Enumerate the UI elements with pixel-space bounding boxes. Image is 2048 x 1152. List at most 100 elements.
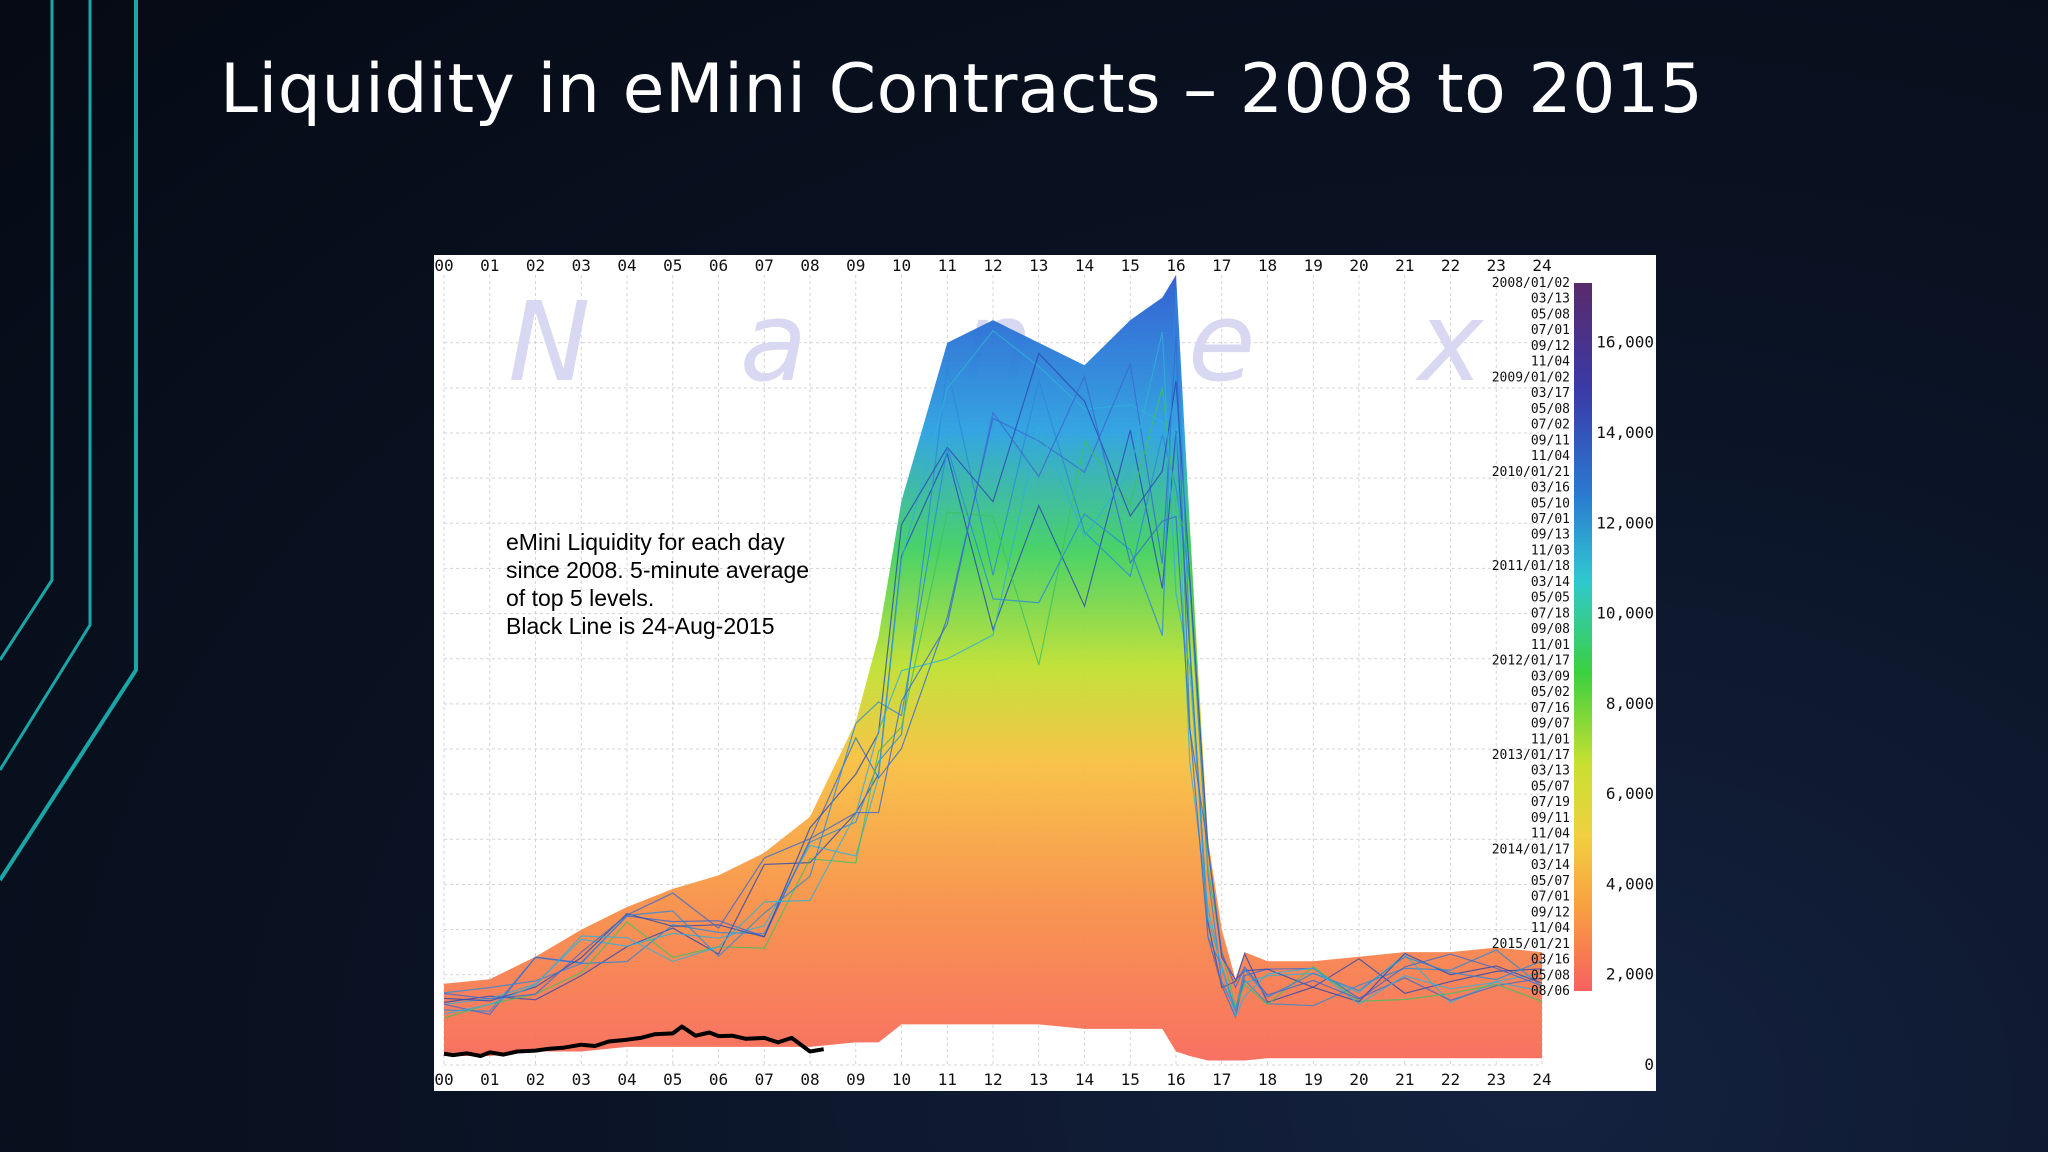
colorbar-date-label: 05/10 (1531, 496, 1570, 511)
y-tick-label: 12,000 (1596, 513, 1654, 532)
series-24-aug-2015 (443, 1024, 825, 1058)
x-tick-label-top: 13 (1029, 256, 1048, 275)
x-tick-label-top: 22 (1441, 256, 1460, 275)
x-tick-label-bottom: 03 (572, 1070, 591, 1089)
colorbar-date-label: 11/01 (1531, 732, 1570, 747)
colorbar-date-label: 07/02 (1531, 418, 1570, 433)
x-tick-label-bottom: 19 (1304, 1070, 1323, 1089)
colorbar-date-label: 03/16 (1531, 953, 1570, 968)
colorbar-date-label: 07/18 (1531, 606, 1570, 621)
x-tick-label-top: 00 (434, 256, 453, 275)
plot-area (443, 275, 1542, 1061)
y-tick-label: 14,000 (1596, 423, 1654, 442)
annotation-line: of top 5 levels. (506, 585, 654, 611)
colorbar-date-label: 07/19 (1531, 795, 1570, 810)
colorbar-date-label: 2008/01/02 (1492, 276, 1570, 291)
y-tick-label: 0 (1644, 1055, 1654, 1074)
x-tick-label-bottom: 14 (1075, 1070, 1094, 1089)
colorbar-date-label: 07/16 (1531, 701, 1570, 716)
x-tick-label-bottom: 17 (1212, 1070, 1231, 1089)
chart-panel: Nanex 0000010102020303040405050606070708… (434, 255, 1656, 1091)
colorbar-date-label: 05/08 (1531, 307, 1570, 322)
colorbar-date-label: 03/17 (1531, 386, 1570, 401)
x-tick-label-top: 17 (1212, 256, 1231, 275)
y-tick-label: 16,000 (1596, 333, 1654, 352)
x-tick-label-top: 03 (572, 256, 591, 275)
x-tick-label-bottom: 24 (1532, 1070, 1551, 1089)
colorbar-date-label: 03/13 (1531, 764, 1570, 779)
colorbar-date-label: 05/08 (1531, 402, 1570, 417)
colorbar-date-label: 09/11 (1531, 433, 1570, 448)
y-tick-label: 2,000 (1606, 965, 1654, 984)
x-tick-label-top: 24 (1532, 256, 1551, 275)
x-tick-label-bottom: 01 (480, 1070, 499, 1089)
x-tick-label-top: 19 (1304, 256, 1323, 275)
colorbar-date-label: 09/12 (1531, 905, 1570, 920)
y-tick-label: 6,000 (1606, 784, 1654, 803)
x-tick-label-bottom: 12 (983, 1070, 1002, 1089)
daily-series-line (443, 374, 1542, 1000)
colorbar-date-label: 08/06 (1531, 984, 1570, 999)
colorbar-date-label: 05/02 (1531, 685, 1570, 700)
x-tick-label-top: 14 (1075, 256, 1094, 275)
x-tick-label-bottom: 05 (663, 1070, 682, 1089)
watermark-letter: e (1188, 278, 1256, 406)
x-tick-label-bottom: 11 (938, 1070, 957, 1089)
colorbar-date-label: 09/07 (1531, 717, 1570, 732)
x-tick-label-bottom: 21 (1395, 1070, 1414, 1089)
colorbar-date-label: 11/04 (1531, 355, 1570, 370)
x-tick-label-bottom: 20 (1349, 1070, 1368, 1089)
x-tick-label-bottom: 16 (1166, 1070, 1185, 1089)
x-tick-label-top: 12 (983, 256, 1002, 275)
watermark-letter: N (508, 278, 590, 406)
watermark-letter: x (1415, 278, 1485, 406)
x-tick-label-top: 10 (892, 256, 911, 275)
x-tick-label-top: 04 (617, 256, 636, 275)
daily-series-line (443, 289, 1542, 1014)
colorbar-date-label: 03/14 (1531, 575, 1570, 590)
x-tick-label-top: 07 (755, 256, 774, 275)
colorbar-date-label: 09/08 (1531, 622, 1570, 637)
y-tick-label: 10,000 (1596, 604, 1654, 623)
x-tick-label-bottom: 22 (1441, 1070, 1460, 1089)
colorbar-date-label: 07/01 (1531, 512, 1570, 527)
x-tick-label-top: 23 (1487, 256, 1506, 275)
colorbar-date-label: 03/09 (1531, 669, 1570, 684)
colorbar-date-label: 03/16 (1531, 481, 1570, 496)
x-tick-label-top: 18 (1258, 256, 1277, 275)
colorbar-date-label: 2015/01/21 (1492, 937, 1570, 952)
colorbar-date-label: 09/13 (1531, 528, 1570, 543)
y-tick-label: 8,000 (1606, 694, 1654, 713)
x-tick-label-top: 21 (1395, 256, 1414, 275)
colorbar-date-label: 11/01 (1531, 638, 1570, 653)
x-tick-label-bottom: 00 (434, 1070, 453, 1089)
x-axis-ticks: 00 00 01 01 02 02 03 03 04 04 05 05 06 06 07 07 08 08 09 09… (434, 256, 1551, 1089)
colorbar-date-label: 11/03 (1531, 543, 1570, 558)
colorbar-date-label: 2013/01/17 (1492, 748, 1570, 763)
colorbar-date-label: 05/08 (1531, 968, 1570, 983)
colorbar-gradient (1574, 283, 1592, 991)
x-tick-label-bottom: 09 (846, 1070, 865, 1089)
colorbar-date-label: 07/01 (1531, 323, 1570, 338)
daily-series-line (443, 331, 1542, 1019)
x-tick-label-top: 01 (480, 256, 499, 275)
colorbar-date-label: 11/04 (1531, 827, 1570, 842)
y-tick-label: 4,000 (1606, 874, 1654, 893)
daily-series-band (444, 275, 1542, 1061)
x-tick-label-top: 20 (1349, 256, 1368, 275)
x-tick-label-bottom: 18 (1258, 1070, 1277, 1089)
colorbar-date-label: 11/04 (1531, 921, 1570, 936)
x-tick-label-top: 06 (709, 256, 728, 275)
annotation-line: Black Line is 24-Aug-2015 (506, 613, 775, 639)
x-tick-label-bottom: 07 (755, 1070, 774, 1089)
colorbar-date-label: 09/11 (1531, 811, 1570, 826)
daily-series-line (443, 366, 1542, 1012)
x-tick-label-bottom: 13 (1029, 1070, 1048, 1089)
colorbar-date-label: 05/05 (1531, 591, 1570, 606)
colorbar-date-label: 03/13 (1531, 292, 1570, 307)
colorbar-date-label: 2014/01/17 (1492, 842, 1570, 857)
colorbar-date-label: 05/07 (1531, 874, 1570, 889)
daily-series-line (443, 352, 1542, 1003)
x-tick-label-bottom: 10 (892, 1070, 911, 1089)
